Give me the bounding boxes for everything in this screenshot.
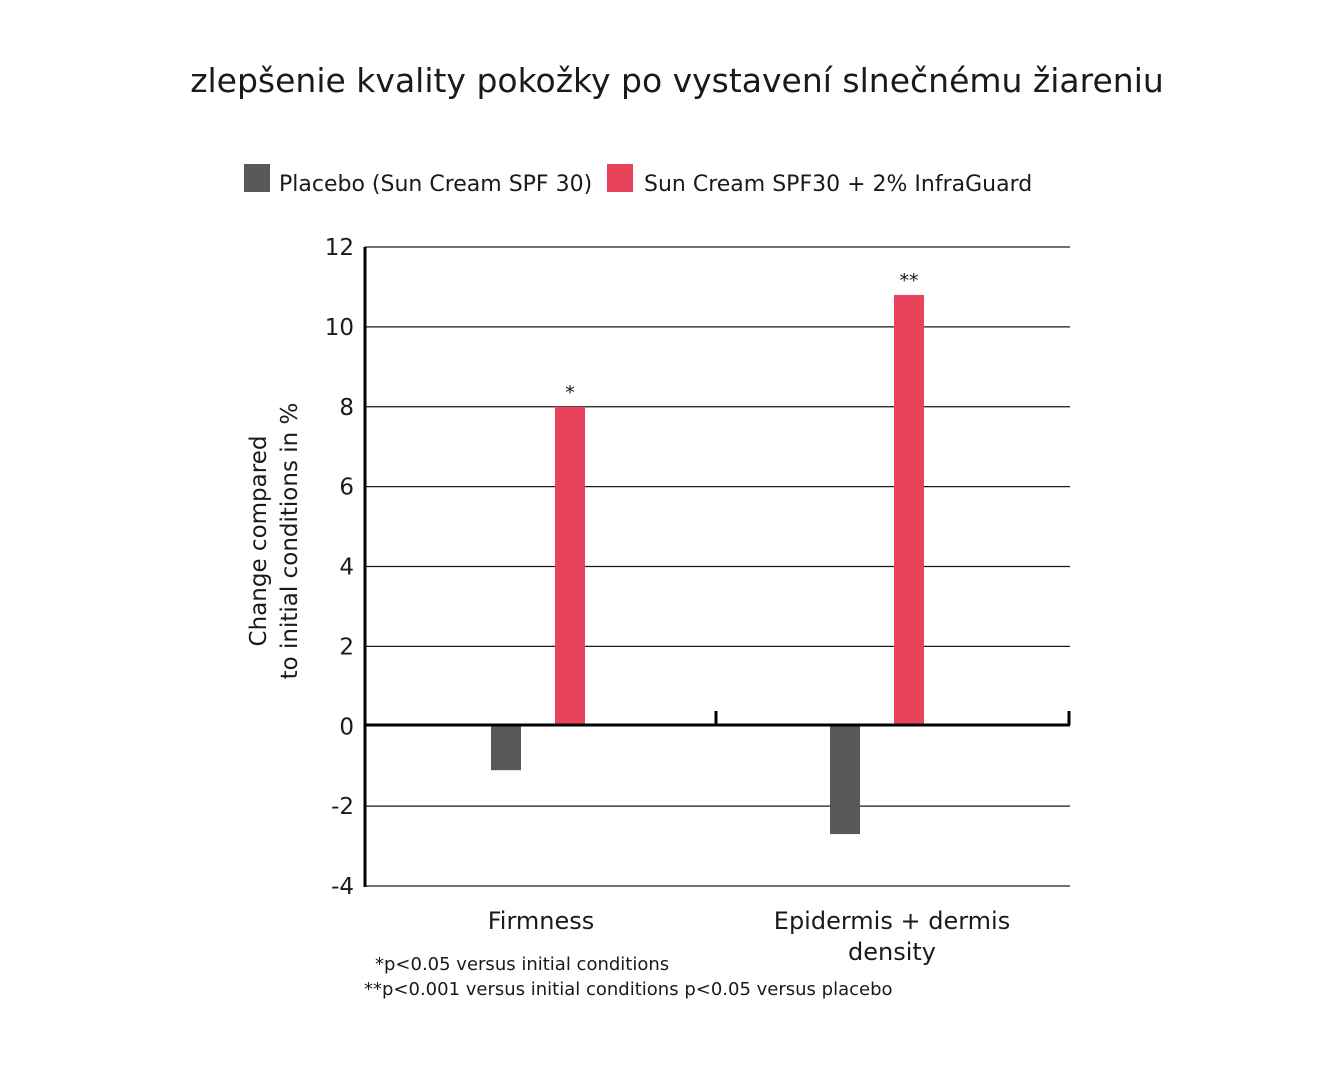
category-label-firmness: Firmness bbox=[488, 907, 595, 935]
y-tick-label: 12 bbox=[325, 235, 354, 261]
chart-title: zlepšenie kvality pokožky po vystavení s… bbox=[190, 61, 1164, 100]
bar bbox=[491, 726, 521, 771]
footnote-2: **p<0.001 versus initial conditions p<0.… bbox=[364, 979, 893, 1000]
y-tick-label: 8 bbox=[339, 395, 354, 421]
y-tick-label: 10 bbox=[325, 315, 354, 341]
legend-label-infraguard: Sun Cream SPF30 + 2% InfraGuard bbox=[644, 172, 1032, 197]
footnote-1: *p<0.05 versus initial conditions bbox=[375, 954, 669, 975]
category-labels: Firmness Epidermis + dermis density bbox=[488, 907, 1010, 966]
category-label-epidermis-line-2: density bbox=[848, 938, 936, 966]
bar bbox=[894, 294, 924, 727]
bars bbox=[491, 294, 924, 835]
legend-label-placebo: Placebo (Sun Cream SPF 30) bbox=[279, 172, 592, 197]
y-tick-label: 2 bbox=[339, 634, 354, 660]
gridlines bbox=[365, 246, 1070, 887]
y-tick-label: -2 bbox=[331, 794, 354, 820]
bar bbox=[830, 726, 860, 835]
legend-swatch-infraguard bbox=[607, 164, 633, 192]
category-label-epidermis-line-1: Epidermis + dermis bbox=[774, 907, 1010, 935]
bar-annotation: ** bbox=[900, 270, 919, 292]
bar-annotations: *** bbox=[565, 270, 918, 404]
y-tick-labels: 12 10 8 6 4 2 0 -2 -4 bbox=[325, 235, 354, 900]
y-tick-label: 0 bbox=[339, 714, 354, 740]
bar-annotation: * bbox=[565, 382, 575, 404]
bar bbox=[555, 406, 585, 727]
legend-swatch-placebo bbox=[244, 164, 270, 192]
legend: Placebo (Sun Cream SPF 30) Sun Cream SPF… bbox=[244, 164, 1032, 197]
y-tick-label: 4 bbox=[339, 555, 354, 581]
y-tick-label: -4 bbox=[331, 874, 354, 900]
axes bbox=[363, 247, 1071, 887]
y-axis-label-line-2: to initial conditions in % bbox=[277, 403, 303, 680]
footnotes: *p<0.05 versus initial conditions **p<0.… bbox=[364, 954, 893, 1000]
y-tick-label: 6 bbox=[339, 475, 354, 501]
y-axis-label-line-1: Change compared bbox=[246, 436, 272, 647]
